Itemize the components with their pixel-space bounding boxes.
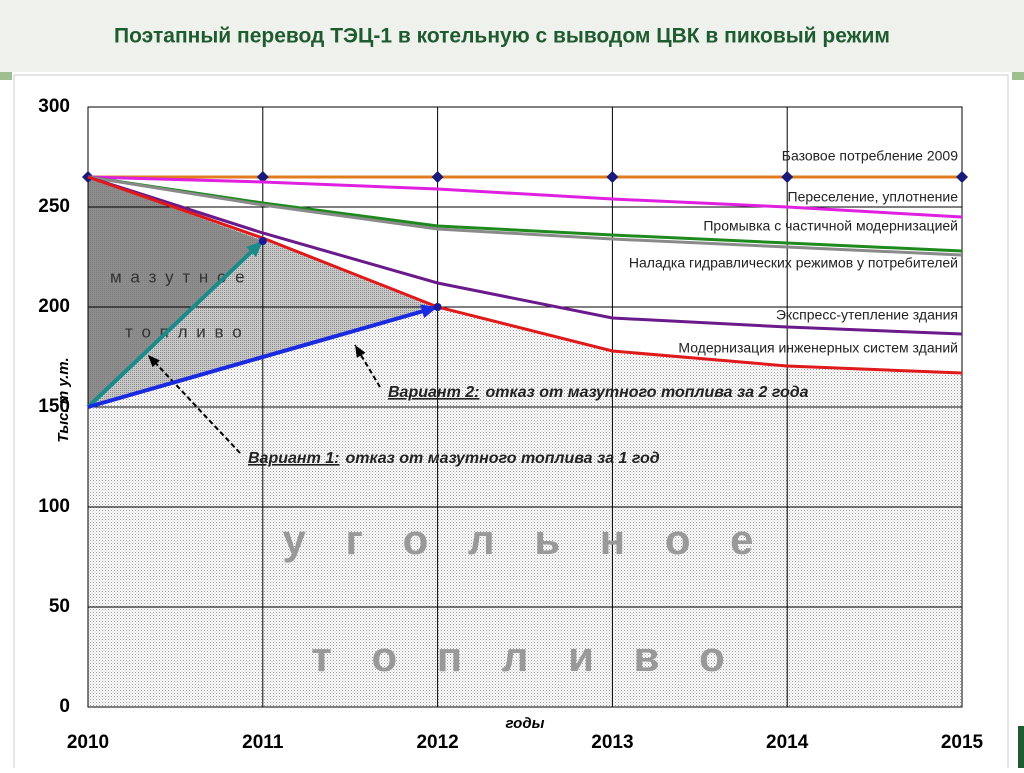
arrow-label: Вариант 2: отказ от мазутного топлива за …: [388, 384, 809, 401]
x-tick-label: 2014: [766, 732, 809, 753]
y-axis-label: Тыс. т у.т.: [55, 357, 72, 442]
series-line: [87, 175, 963, 253]
x-tick-label: 2010: [67, 732, 109, 753]
series-label: Промывка с частичной модернизацией: [703, 218, 958, 234]
arrow-end: [258, 237, 267, 245]
arrow-label-underlined: Вариант 1:: [248, 450, 339, 467]
plot: 0 50 100 150 200 250 300 2010 2011 2012 2013 2014 20…: [38, 96, 983, 753]
decor: [0, 72, 12, 80]
x-axis-label: годы: [506, 715, 545, 732]
y-tick-label: 150: [38, 396, 70, 417]
marker: [956, 171, 968, 183]
arrow-label-underlined: Вариант 2:: [388, 384, 479, 401]
y-tick-label: 100: [38, 496, 70, 517]
series-line: [87, 175, 963, 219]
series-line: [87, 175, 963, 375]
x-tick-label: 2013: [591, 732, 633, 753]
y-tick-label: 300: [38, 96, 70, 117]
x-tick-label: 2015: [941, 732, 984, 753]
arrow-head: [246, 241, 263, 258]
area-label: м а з у т н о е: [110, 267, 247, 286]
x-tick-label: 2012: [416, 732, 458, 753]
pointer-head: [148, 355, 160, 368]
series-label: Экспресс-утепление здания: [776, 307, 958, 323]
area-label: т о п л и в о: [311, 633, 739, 680]
arrow-label-text: отказ от мазутного топлива за 2 года: [485, 384, 808, 401]
y-tick-label: 250: [38, 196, 70, 217]
marker: [781, 171, 794, 183]
marker: [431, 171, 444, 183]
arrow-label-text: отказ от мазутного топлива за 1 год: [345, 450, 659, 467]
area-label: т о п л и в о: [125, 322, 244, 341]
decor: [1018, 726, 1024, 768]
pointer-head: [355, 345, 366, 358]
fuel-oil-area-dark: [88, 177, 263, 407]
y-tick-label: 50: [49, 596, 70, 617]
slide-title: Поэтапный перевод ТЭЦ-1 в котельную с вы…: [114, 25, 890, 48]
header-bg: [0, 0, 1024, 72]
arrow-label: Вариант 1: отказ от мазутного топлива за …: [248, 450, 660, 467]
pointer: [147, 354, 241, 454]
marker: [256, 171, 269, 183]
series-label: Модернизация инженерных систем зданий: [678, 340, 958, 356]
x-tick-label: 2011: [242, 732, 284, 753]
arrow-head: [420, 304, 438, 319]
series-label: Базовое потребление 2009: [782, 148, 958, 164]
arrow-line: [87, 305, 439, 409]
arrow-line: [86, 239, 265, 409]
series-line: [87, 175, 963, 336]
y-tick-label: 200: [38, 296, 70, 317]
arrow-end: [433, 303, 442, 311]
series-label: Наладка гидравлических режимов у потреби…: [629, 255, 958, 271]
marker: [606, 171, 619, 183]
y-tick-label: 0: [59, 696, 70, 717]
area-label: у г о л ь н о е: [282, 516, 767, 563]
decor: [1012, 72, 1024, 80]
series-line: [87, 175, 963, 257]
series-label: Переселение, уплотнение: [788, 189, 959, 205]
